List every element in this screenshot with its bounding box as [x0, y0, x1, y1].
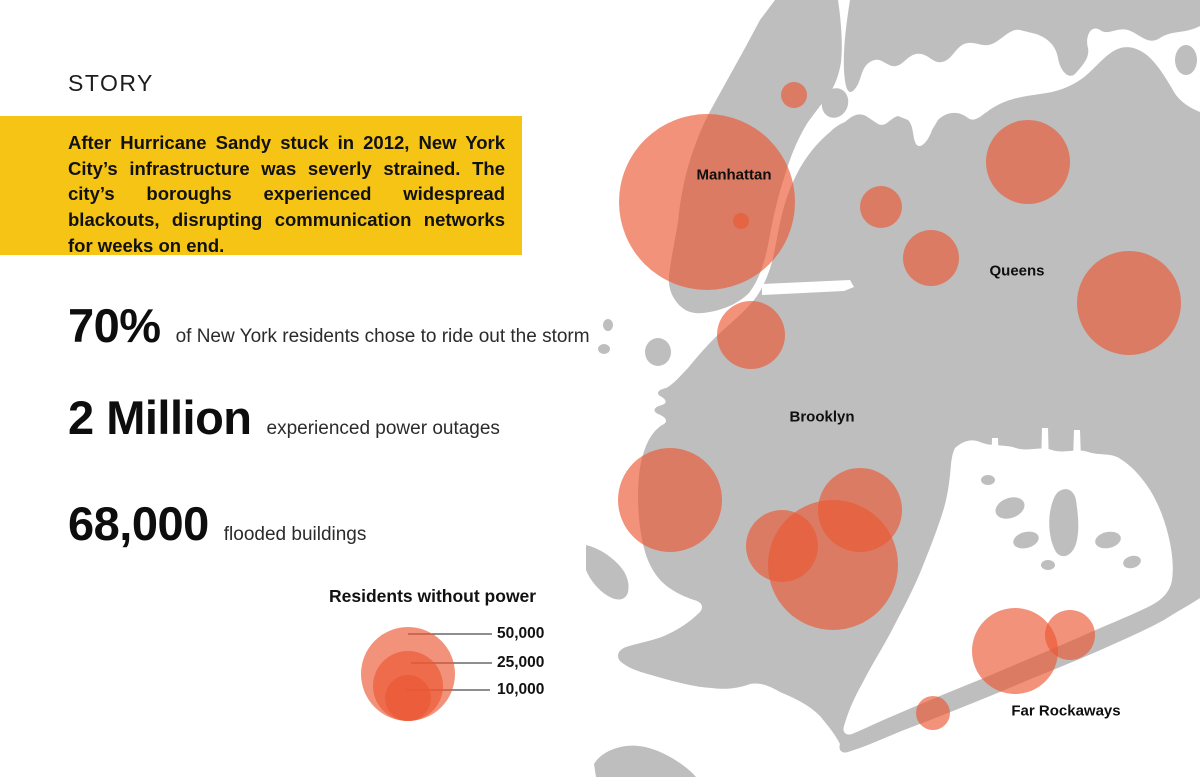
legend-label-50000: 50,000	[497, 625, 545, 642]
stat-description: of New York residents chose to ride out …	[175, 326, 590, 347]
bubble-brooklyn-south	[768, 500, 898, 630]
story-heading: STORY	[68, 70, 154, 96]
bubble-rockaway-east	[1045, 610, 1095, 660]
bay-island	[1013, 531, 1039, 549]
sound-islet	[907, 18, 923, 30]
bay-creek-3	[1073, 430, 1081, 460]
legend-circle-10000	[385, 675, 431, 721]
map-bubble-layer	[618, 82, 1181, 730]
bubble-manhattan-main	[619, 114, 795, 290]
stat-value: 70%	[68, 299, 161, 352]
stat-description: flooded buildings	[223, 524, 367, 545]
bubble-rockaway-main	[972, 608, 1058, 694]
map-label-far-rockaways: Far Rockaways	[1011, 702, 1121, 720]
story-highlight-text: After Hurricane Sandy stuck in 2012, New…	[68, 132, 505, 256]
bay-creek-2	[1041, 428, 1049, 466]
bronx-landmass	[843, 0, 1200, 92]
bubble-bay-ridge	[618, 448, 722, 552]
bubble-queens-north	[986, 120, 1070, 204]
legend-label-25000: 25,000	[497, 654, 545, 671]
randalls-island	[821, 88, 849, 118]
story-highlight: After Hurricane Sandy stuck in 2012, New…	[0, 116, 522, 256]
map-label-queens: Queens	[989, 262, 1045, 280]
bubble-manhattan-dot	[733, 213, 749, 229]
newtown-creek	[762, 280, 854, 295]
stat-description: experienced power outages	[266, 418, 500, 439]
stat-value: 2 Million	[68, 391, 252, 444]
map-label-manhattan: Manhattan	[696, 166, 772, 184]
bay-island	[1123, 555, 1141, 569]
stat-value: 68,000	[68, 497, 209, 550]
legend-title: Residents without power	[329, 586, 537, 606]
stat-flooded-buildings: 68,000 flooded buildings	[68, 500, 366, 547]
bay-island	[1095, 531, 1121, 549]
legend-bubble-layer	[361, 627, 455, 721]
ellis-island	[598, 344, 610, 354]
bubble-rockaway-west	[916, 696, 950, 730]
legend-label-10000: 10,000	[497, 681, 545, 698]
bubble-queens-east	[1077, 251, 1181, 355]
stat-power-outages: 2 Million experienced power outages	[68, 394, 500, 441]
bay-island	[1041, 560, 1055, 570]
bubble-queens-mid	[903, 230, 959, 286]
bay-island	[995, 497, 1025, 519]
bubble-upper-manhattan	[781, 82, 807, 108]
jamaica-bay	[843, 440, 1173, 735]
map-label-brooklyn: Brooklyn	[789, 408, 855, 426]
bubble-brooklyn-northwest	[717, 301, 785, 369]
bay-island-large	[1049, 489, 1079, 557]
bay-island	[981, 475, 995, 485]
staten-island-tip	[586, 545, 629, 600]
bronx-island	[1175, 45, 1197, 75]
liberty-island	[603, 319, 613, 331]
bubble-queens-west	[860, 186, 902, 228]
governors-island	[645, 338, 671, 366]
lower-bay-shore	[594, 745, 696, 777]
bay-creek-1	[991, 438, 999, 470]
stat-ride-out-storm: 70% of New York residents chose to ride …	[68, 302, 590, 349]
